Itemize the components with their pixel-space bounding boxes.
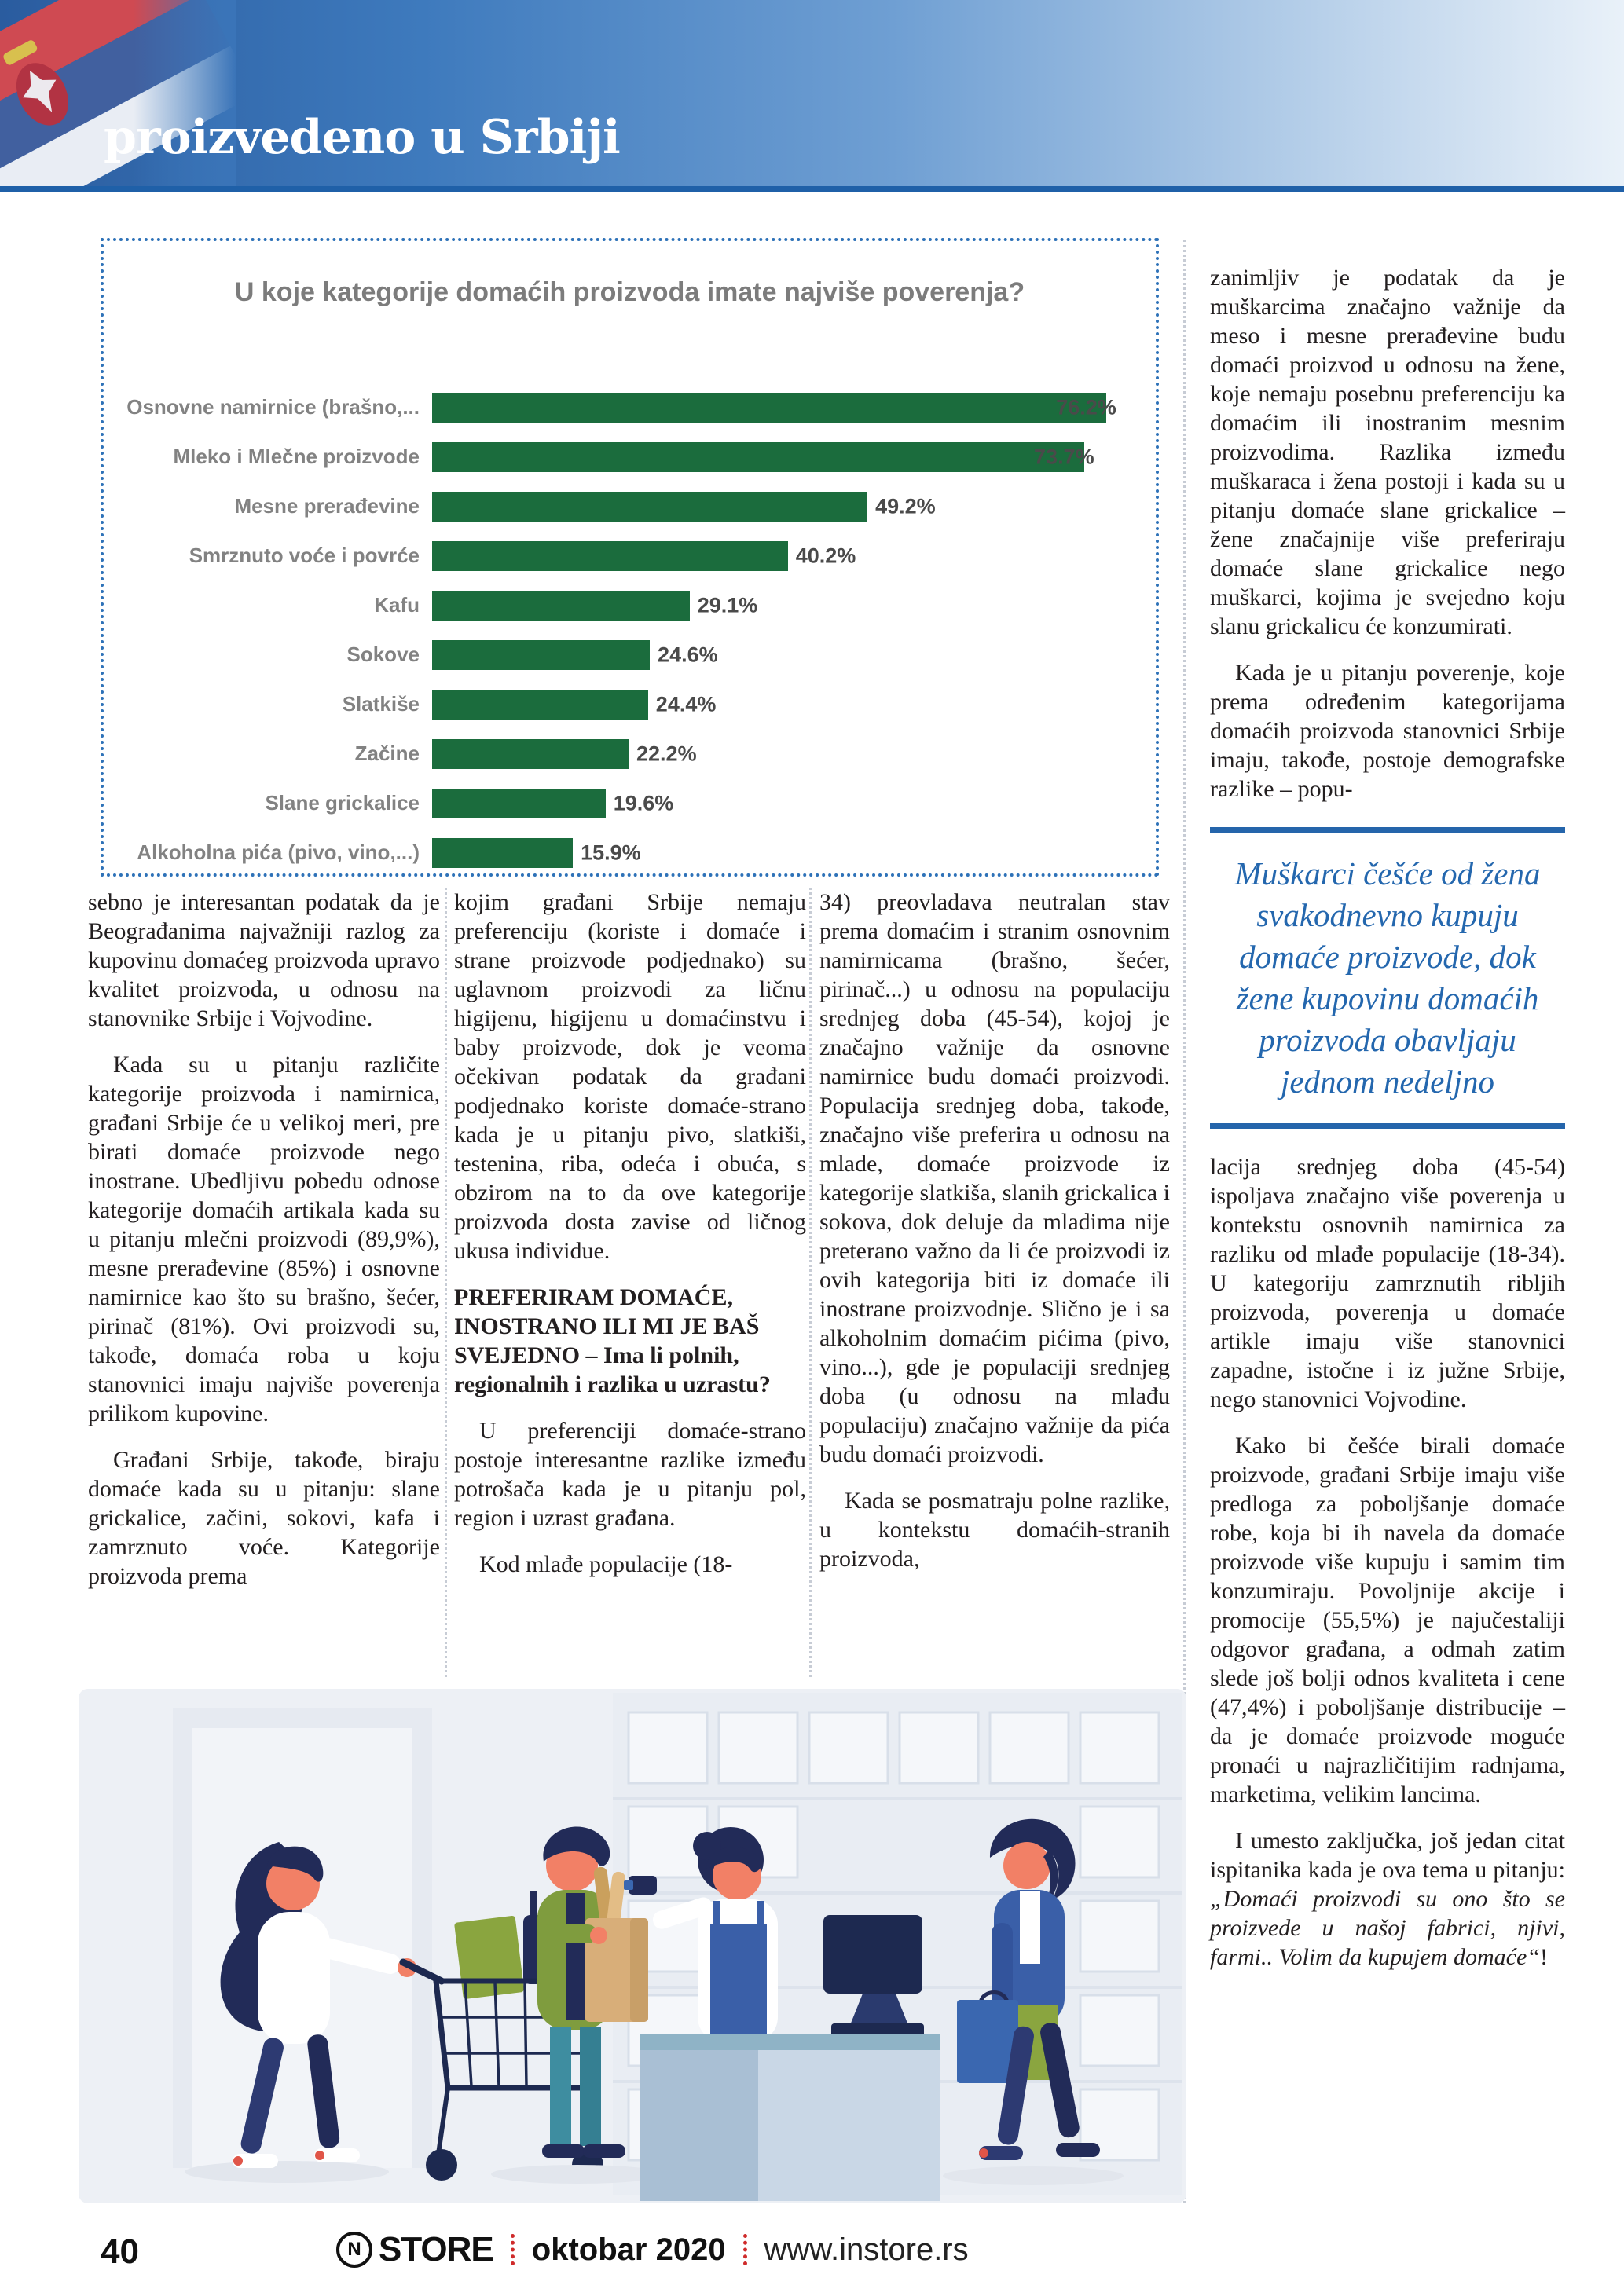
article-paragraph: Kako bi češće birali domaće proizvode, g…: [1210, 1433, 1565, 1807]
bar-category-label: Alkoholna pića (pivo, vino,...): [137, 840, 420, 865]
trust-categories-chart: U koje kategorije domaćih proizvoda imat…: [101, 238, 1159, 877]
website-url: www.instore.rs: [764, 2232, 969, 2267]
bar-value-label: 29.1%: [697, 593, 758, 617]
issue-date: oktobar 2020: [531, 2232, 726, 2267]
brand-name: STORE: [379, 2230, 494, 2269]
bar-track: 24.6%: [432, 639, 1140, 670]
bar-row: Mleko i Mlečne proizvode 73.7%: [112, 432, 1140, 482]
bar-value-label: 24.6%: [658, 643, 718, 666]
bar-track: 76.2%: [432, 392, 1140, 423]
respondent-quote: „Domaći proizvodi su ono što se proizved…: [1210, 1886, 1565, 1970]
checkout-counter: [640, 1915, 940, 2201]
article-paragraph: zanimljiv je podatak da je muškarcima zn…: [1210, 265, 1565, 639]
bar: [432, 738, 629, 769]
woman-with-bags: [943, 1818, 1124, 2185]
bar-value-label: 73.7%: [1034, 445, 1094, 468]
bar: [432, 441, 1085, 472]
serbian-flag-image: [0, 0, 236, 186]
article-column-3: 34) preovladava neutralan stav prema dom…: [819, 888, 1170, 1683]
bar-category-label: Mesne prerađevine: [234, 494, 420, 518]
bar-category-label: Mleko i Mlečne proizvode: [173, 445, 420, 469]
bar-row: Osnovne namirnice (brašno,... 76.2%: [112, 383, 1140, 432]
bar: [432, 590, 690, 621]
bar-row: Sokove 24.6%: [112, 630, 1140, 679]
footer-divider: [742, 2234, 747, 2265]
sidebar-divider: [1183, 240, 1186, 2203]
bar: [432, 689, 648, 720]
bar: [432, 540, 788, 571]
bar-category-label: Slatkiše: [342, 692, 420, 716]
bar-category-label: Začine: [354, 742, 420, 766]
page-title: proizvedeno u Srbiji: [104, 110, 621, 165]
article-paragraph: U preferenciji domaće-strano postoje int…: [454, 1418, 806, 1531]
section-heading: PREFERIRAM DOMAĆE, INOSTRANO ILI MI JE B…: [454, 1284, 771, 1397]
bar-row: Alkoholna pića (pivo, vino,...) 15.9%: [112, 828, 1140, 877]
article-column-1: sebno je interesantan podatak da je Beog…: [88, 888, 440, 1683]
bar-value-label: 76.2%: [1056, 395, 1116, 419]
paragraph-text: I umesto zaključka, još jedan citat ispi…: [1210, 1828, 1565, 1883]
supermarket-shopping-illustration: [79, 1689, 1186, 2203]
bar-row: Smrznuto voće i povrće 40.2%: [112, 531, 1140, 580]
article-paragraph: 34) preovladava neutralan stav prema dom…: [819, 889, 1170, 1467]
bar-value-label: 22.2%: [636, 742, 697, 765]
bar: [432, 392, 1107, 423]
article-paragraph: Kod mlađe populacije (18-: [479, 1551, 733, 1577]
article-paragraph: sebno je interesantan podatak da je Beog…: [88, 889, 440, 1031]
article-paragraph: I umesto zaključka, još jedan citat ispi…: [1210, 1826, 1565, 1972]
article-sidebar-column: zanimljiv je podatak da je muškarcima zn…: [1210, 263, 1565, 2210]
instore-logo-icon: N: [336, 2232, 372, 2268]
footer: N STORE oktobar 2020 www.instore.rs: [336, 2228, 969, 2272]
article-paragraph: kojim građani Srbije nemaju preferenciju…: [454, 889, 806, 1264]
article-paragraph: Kada je u pitanju poverenje, koje prema …: [1210, 660, 1565, 802]
bar-track: 49.2%: [432, 491, 1140, 522]
bar: [432, 788, 606, 818]
bar-value-label: 40.2%: [795, 544, 856, 567]
bar-category-label: Slane grickalice: [265, 791, 420, 815]
paragraph-text: !: [1539, 1944, 1548, 1970]
bar: [432, 491, 868, 522]
article-paragraph: lacija srednjeg doba (45-54) ispoljava z…: [1210, 1154, 1565, 1412]
bar-category-label: Smrznuto voće i povrće: [189, 544, 420, 568]
bar-row: Mesne prerađevine 49.2%: [112, 482, 1140, 531]
cashier: [624, 1827, 778, 2042]
bar-value-label: 24.4%: [655, 692, 717, 716]
article-column-2: kojim građani Srbije nemaju preferenciju…: [454, 888, 806, 1683]
bar-row: Začine 22.2%: [112, 729, 1140, 778]
footer-divider: [510, 2234, 515, 2265]
bar-track: 40.2%: [432, 540, 1140, 571]
pull-quote: Muškarci češće od žena svakodnevno kupuj…: [1210, 827, 1565, 1129]
column-divider: [445, 888, 447, 1677]
bar-row: Slane grickalice 19.6%: [112, 778, 1140, 828]
bar-value-label: 49.2%: [875, 494, 936, 518]
chart-bars: Osnovne namirnice (brašno,... 76.2% Mleko …: [112, 383, 1140, 877]
bar-category-label: Kafu: [374, 593, 420, 617]
bar-track: 24.4%: [432, 689, 1140, 720]
bar-value-label: 19.6%: [613, 791, 674, 815]
bar-row: Kafu 29.1%: [112, 580, 1140, 630]
bar-track: 22.2%: [432, 738, 1140, 769]
bar: [432, 837, 574, 868]
bar-value-label: 15.9%: [581, 840, 641, 864]
article-paragraph: Građani Srbije, takođe, biraju domaće ka…: [88, 1447, 440, 1589]
page-number: 40: [101, 2232, 139, 2271]
chart-title: U koje kategorije domaćih proizvoda imat…: [234, 277, 1025, 307]
bar-track: 19.6%: [432, 788, 1140, 818]
bar-track: 15.9%: [432, 837, 1140, 868]
bar: [432, 639, 651, 670]
page-header-banner: proizvedeno u Srbiji: [0, 0, 1624, 192]
article-paragraph: Kada su u pitanju različite kategorije p…: [88, 1052, 440, 1426]
bar-category-label: Sokove: [346, 643, 420, 667]
bar-row: Slatkiše 24.4%: [112, 679, 1140, 729]
bar-category-label: Osnovne namirnice (brašno,...: [126, 395, 420, 419]
article-paragraph: Kada se posmatraju polne razlike, u kont…: [819, 1488, 1170, 1572]
bar-track: 73.7%: [432, 441, 1140, 472]
man-with-grocery-bag: [491, 1826, 664, 2184]
bar-track: 29.1%: [432, 590, 1140, 621]
column-divider: [809, 888, 812, 1677]
